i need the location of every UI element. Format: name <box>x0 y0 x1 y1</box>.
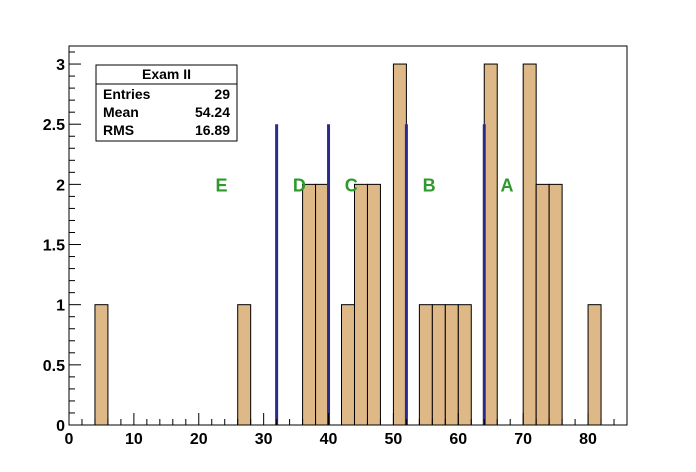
x-tick-label: 40 <box>320 431 338 448</box>
histogram-bar <box>366 183 381 426</box>
histogram-bar <box>535 183 550 426</box>
x-axis: 0 10 20 30 40 50 60 70 80 <box>65 413 628 448</box>
stats-entries-label: Entries <box>103 86 151 102</box>
x-tick-label: 30 <box>255 431 273 448</box>
grade-label-d: D <box>293 175 306 195</box>
histogram-bar <box>431 304 446 426</box>
histogram-bar <box>522 63 537 426</box>
x-tick-label: 80 <box>579 431 597 448</box>
histogram-bar <box>444 304 459 426</box>
histogram-bar <box>587 304 602 426</box>
x-tick-label: 70 <box>514 431 532 448</box>
histogram-bar <box>341 304 355 426</box>
histogram-bar <box>418 304 433 426</box>
x-tick-label: 50 <box>385 431 403 448</box>
histogram-bar <box>302 183 317 426</box>
stats-rms-label: RMS <box>103 122 134 138</box>
y-tick-label: 0.5 <box>43 358 65 375</box>
histogram-bar <box>548 183 563 426</box>
x-tick-label: 60 <box>449 431 467 448</box>
grade-label-a: A <box>500 175 513 195</box>
x-tick-label: 10 <box>125 431 143 448</box>
y-tick-label: 1 <box>56 298 65 315</box>
stats-mean-value: 54.24 <box>195 104 230 120</box>
histogram-bar <box>315 183 330 426</box>
stats-mean-label: Mean <box>103 104 139 120</box>
histogram-bars <box>94 63 602 426</box>
stats-entries-value: 29 <box>214 86 230 102</box>
y-tick-label: 1.5 <box>43 238 65 255</box>
stats-rms-value: 16.89 <box>195 122 230 138</box>
histogram-bar <box>94 304 109 426</box>
stats-title: Exam II <box>142 66 191 82</box>
grade-cut-lines <box>275 124 486 425</box>
histogram-bar <box>392 63 407 426</box>
y-axis: 0 0.5 1 1.5 2 2.5 3 <box>43 51 81 435</box>
y-tick-label: 3 <box>56 57 65 74</box>
grade-label-e: E <box>215 175 227 195</box>
stats-box: Exam II Entries 29 Mean 54.24 RMS 16.89 <box>95 64 238 142</box>
y-tick-label: 2 <box>56 177 65 194</box>
x-tick-label: 20 <box>190 431 208 448</box>
y-tick-label: 2.5 <box>43 117 65 134</box>
grade-label-c: C <box>345 175 358 195</box>
histogram-bar <box>483 63 498 426</box>
y-tick-label: 0 <box>56 418 65 435</box>
plot-frame <box>68 45 628 426</box>
histogram-bar <box>457 304 472 426</box>
grade-label-b: B <box>423 175 436 195</box>
histogram-bar <box>353 183 368 426</box>
histogram-bar <box>237 304 252 426</box>
stats-box-frame <box>95 64 238 142</box>
x-tick-label: 0 <box>65 431 74 448</box>
